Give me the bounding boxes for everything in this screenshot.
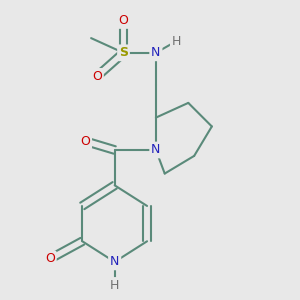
Text: O: O [118, 14, 128, 27]
Text: O: O [80, 135, 90, 148]
Text: O: O [92, 70, 102, 83]
Text: N: N [110, 255, 119, 268]
Text: H: H [110, 279, 119, 292]
Text: N: N [151, 46, 160, 59]
Text: O: O [45, 252, 55, 266]
Text: N: N [151, 143, 160, 157]
Text: S: S [119, 46, 128, 59]
Text: H: H [172, 34, 181, 48]
